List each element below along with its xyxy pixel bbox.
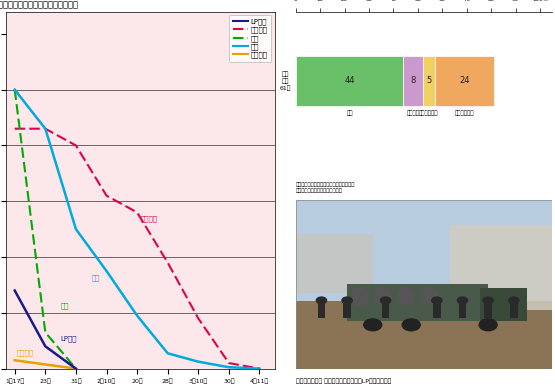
Text: 水道: 水道 — [91, 274, 100, 281]
Circle shape — [342, 297, 352, 304]
Text: 24: 24 — [459, 76, 470, 85]
Circle shape — [479, 319, 497, 331]
Ellipse shape — [374, 286, 392, 306]
Ellipse shape — [397, 286, 415, 306]
Ellipse shape — [420, 286, 438, 306]
Text: 阪神淡路大地震 における仮設住宅へのLPガス据付作業
（写真提供：産業経道出版（株））: 阪神淡路大地震 における仮設住宅へのLPガス据付作業 （写真提供：産業経道出版（… — [296, 379, 391, 384]
Circle shape — [316, 297, 326, 304]
Text: （出所：神戸市消防局『兵庫県南部地震に
伴う神戸市における火災原因』）: （出所：神戸市消防局『兵庫県南部地震に 伴う神戸市における火災原因』） — [296, 182, 355, 193]
Circle shape — [364, 319, 382, 331]
Bar — [403, 56, 423, 106]
Circle shape — [380, 297, 391, 304]
Bar — [510, 303, 518, 318]
Circle shape — [432, 297, 442, 304]
Bar — [433, 303, 441, 318]
Legend: LPガス, 都市ガス, 電気, 水道, 簡易ガス: LPガス, 都市ガス, 電気, 水道, 簡易ガス — [229, 15, 271, 62]
Circle shape — [508, 297, 519, 304]
Text: 44: 44 — [344, 76, 355, 85]
Circle shape — [483, 297, 493, 304]
Text: 8: 8 — [410, 76, 416, 85]
Text: 阪神淡路大震災におけるライフライン復旧状況: 阪神淡路大震災におけるライフライン復旧状況 — [0, 0, 78, 9]
Bar — [450, 225, 552, 310]
Bar — [296, 56, 403, 106]
Text: 件数
合計
61件: 件数 合計 61件 — [279, 71, 291, 91]
Bar — [423, 56, 435, 106]
Bar — [481, 288, 527, 321]
Text: 電気: 電気 — [60, 302, 69, 309]
Bar — [347, 285, 488, 321]
Text: 5: 5 — [426, 76, 432, 85]
Bar — [435, 56, 493, 106]
Text: 都市ガス: 都市ガス — [406, 111, 420, 116]
Ellipse shape — [351, 286, 369, 306]
Text: 簡易ガス: 簡易ガス — [16, 350, 33, 356]
Bar — [317, 303, 325, 318]
Bar — [296, 234, 373, 293]
Text: 都市ガス: 都市ガス — [140, 216, 157, 222]
Circle shape — [402, 319, 420, 331]
Circle shape — [457, 297, 468, 304]
Bar — [382, 303, 390, 318]
Text: 電気: 電気 — [346, 111, 353, 116]
Text: 石油ストーブ: 石油ストーブ — [419, 111, 438, 116]
Bar — [296, 301, 552, 369]
Bar — [296, 200, 552, 301]
Text: 放火・その他: 放火・その他 — [455, 111, 474, 116]
Text: LPガス: LPガス — [60, 336, 77, 343]
Bar — [343, 303, 351, 318]
Bar — [485, 303, 492, 318]
Bar — [458, 303, 466, 318]
